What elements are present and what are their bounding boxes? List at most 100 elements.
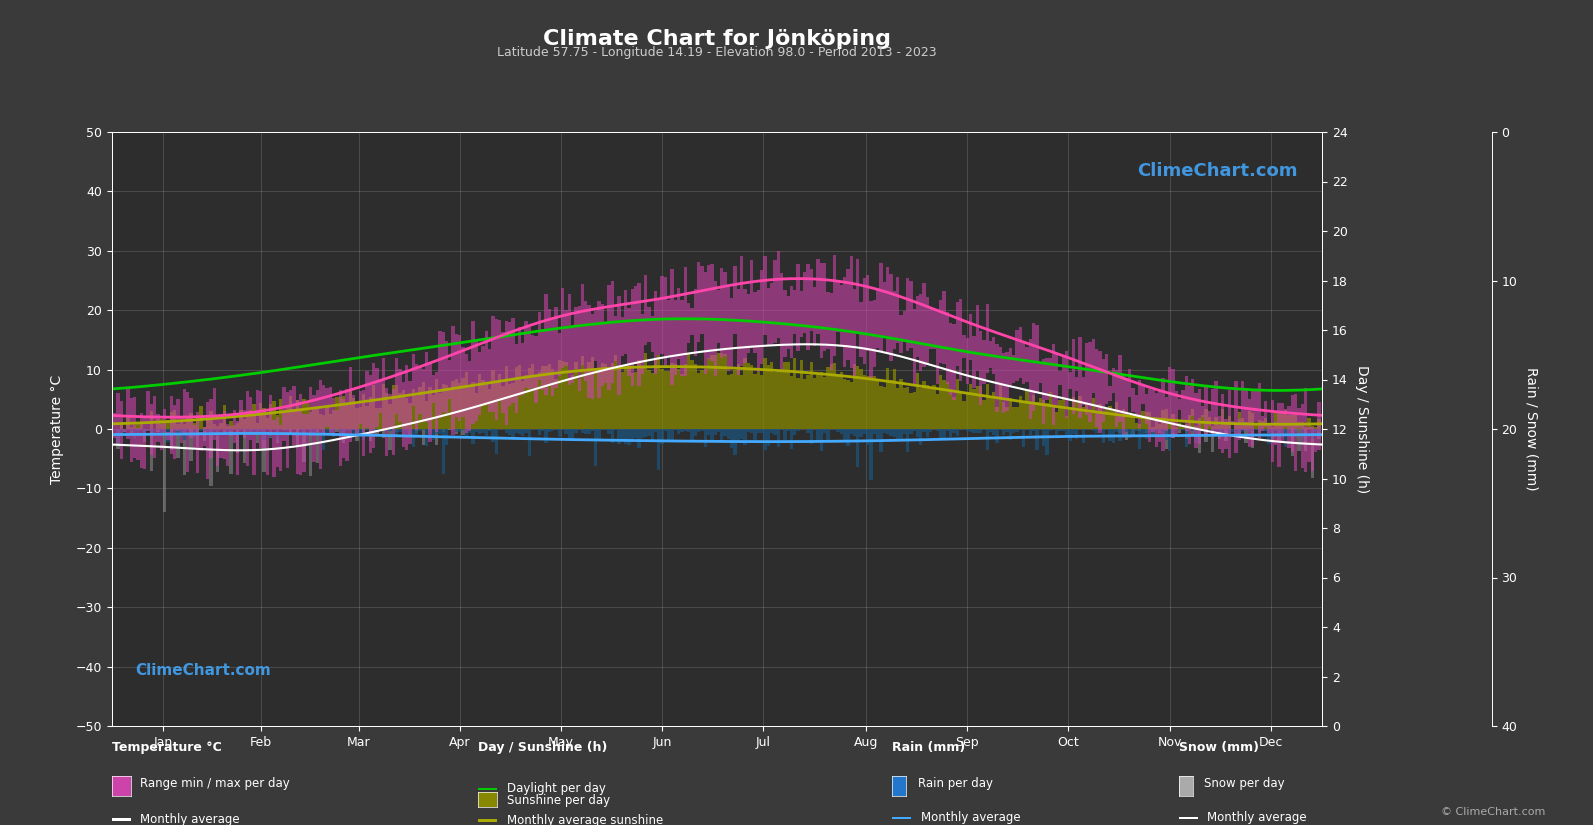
Bar xyxy=(895,429,900,441)
Bar xyxy=(1314,427,1317,429)
Bar xyxy=(903,311,906,342)
Bar xyxy=(1265,429,1268,431)
Bar xyxy=(631,290,634,385)
Bar xyxy=(422,429,425,445)
Bar xyxy=(1195,393,1198,448)
Bar xyxy=(1137,429,1142,431)
Bar xyxy=(126,388,129,439)
Bar xyxy=(892,291,895,349)
Bar xyxy=(567,295,570,384)
Bar xyxy=(634,285,637,364)
Bar xyxy=(177,429,180,459)
Bar xyxy=(863,278,867,364)
Bar xyxy=(462,378,465,429)
Bar xyxy=(787,296,790,349)
Bar xyxy=(986,384,989,429)
Bar xyxy=(1198,429,1201,454)
Bar xyxy=(796,378,800,429)
Bar xyxy=(594,429,597,466)
Bar xyxy=(1023,402,1026,429)
Bar xyxy=(193,423,196,429)
Bar xyxy=(527,429,530,455)
Bar xyxy=(1121,409,1125,429)
Bar xyxy=(1257,429,1260,433)
Bar xyxy=(949,429,953,437)
Bar xyxy=(1152,429,1155,435)
Bar xyxy=(190,412,193,429)
Bar xyxy=(916,373,919,429)
Bar xyxy=(1106,354,1109,404)
Bar xyxy=(900,380,903,429)
Bar xyxy=(339,397,342,429)
Bar xyxy=(1094,412,1098,429)
Bar xyxy=(658,299,661,355)
Bar xyxy=(1149,412,1152,429)
Bar xyxy=(677,288,680,360)
Bar xyxy=(824,377,827,429)
Bar xyxy=(741,257,744,366)
Bar xyxy=(661,369,664,429)
Bar xyxy=(252,429,256,433)
Bar xyxy=(459,429,462,431)
Bar xyxy=(604,364,607,429)
Bar xyxy=(986,304,989,373)
Text: Rain (mm): Rain (mm) xyxy=(892,741,965,754)
Bar xyxy=(129,398,134,462)
Bar xyxy=(903,388,906,429)
Bar xyxy=(983,429,986,430)
Bar xyxy=(1032,429,1035,431)
Bar xyxy=(1145,412,1149,429)
Bar xyxy=(916,296,919,356)
Bar xyxy=(1235,380,1238,453)
Bar xyxy=(714,355,717,429)
Bar xyxy=(499,374,502,429)
Bar xyxy=(946,382,949,429)
Bar xyxy=(628,367,631,429)
Bar xyxy=(860,369,863,429)
Bar xyxy=(521,381,524,429)
Bar xyxy=(1268,425,1271,433)
Bar xyxy=(618,365,621,429)
Bar xyxy=(769,283,773,344)
Bar xyxy=(1109,385,1112,401)
Bar xyxy=(401,390,405,429)
Bar xyxy=(249,397,252,440)
Bar xyxy=(1235,429,1238,438)
Bar xyxy=(753,429,757,442)
Bar xyxy=(983,400,986,429)
Bar xyxy=(256,429,260,443)
Bar xyxy=(382,358,386,430)
Bar xyxy=(143,417,147,469)
Bar xyxy=(919,429,922,445)
Bar xyxy=(919,294,922,371)
Bar xyxy=(910,429,913,434)
Bar xyxy=(793,429,796,436)
Bar xyxy=(425,351,429,422)
Bar xyxy=(315,429,319,430)
Bar xyxy=(376,368,379,427)
Bar xyxy=(276,415,279,429)
Bar xyxy=(1082,429,1085,444)
Bar xyxy=(1297,408,1300,427)
Bar xyxy=(368,398,371,429)
Bar xyxy=(683,267,687,375)
Bar xyxy=(199,429,202,431)
Bar xyxy=(833,429,836,431)
Bar xyxy=(1069,429,1072,441)
Text: Rain per day: Rain per day xyxy=(918,777,992,790)
Bar xyxy=(123,429,126,432)
Bar xyxy=(1051,408,1055,429)
Bar xyxy=(209,429,213,434)
Bar xyxy=(169,429,174,450)
Bar xyxy=(953,324,956,400)
Bar xyxy=(266,418,269,429)
Bar xyxy=(1287,429,1290,433)
Bar xyxy=(910,281,913,348)
Bar xyxy=(585,429,588,434)
Bar xyxy=(456,380,459,429)
Bar xyxy=(362,389,365,456)
Bar xyxy=(226,426,229,429)
Bar xyxy=(1192,429,1195,431)
Bar xyxy=(1088,342,1091,422)
Bar xyxy=(601,363,604,429)
